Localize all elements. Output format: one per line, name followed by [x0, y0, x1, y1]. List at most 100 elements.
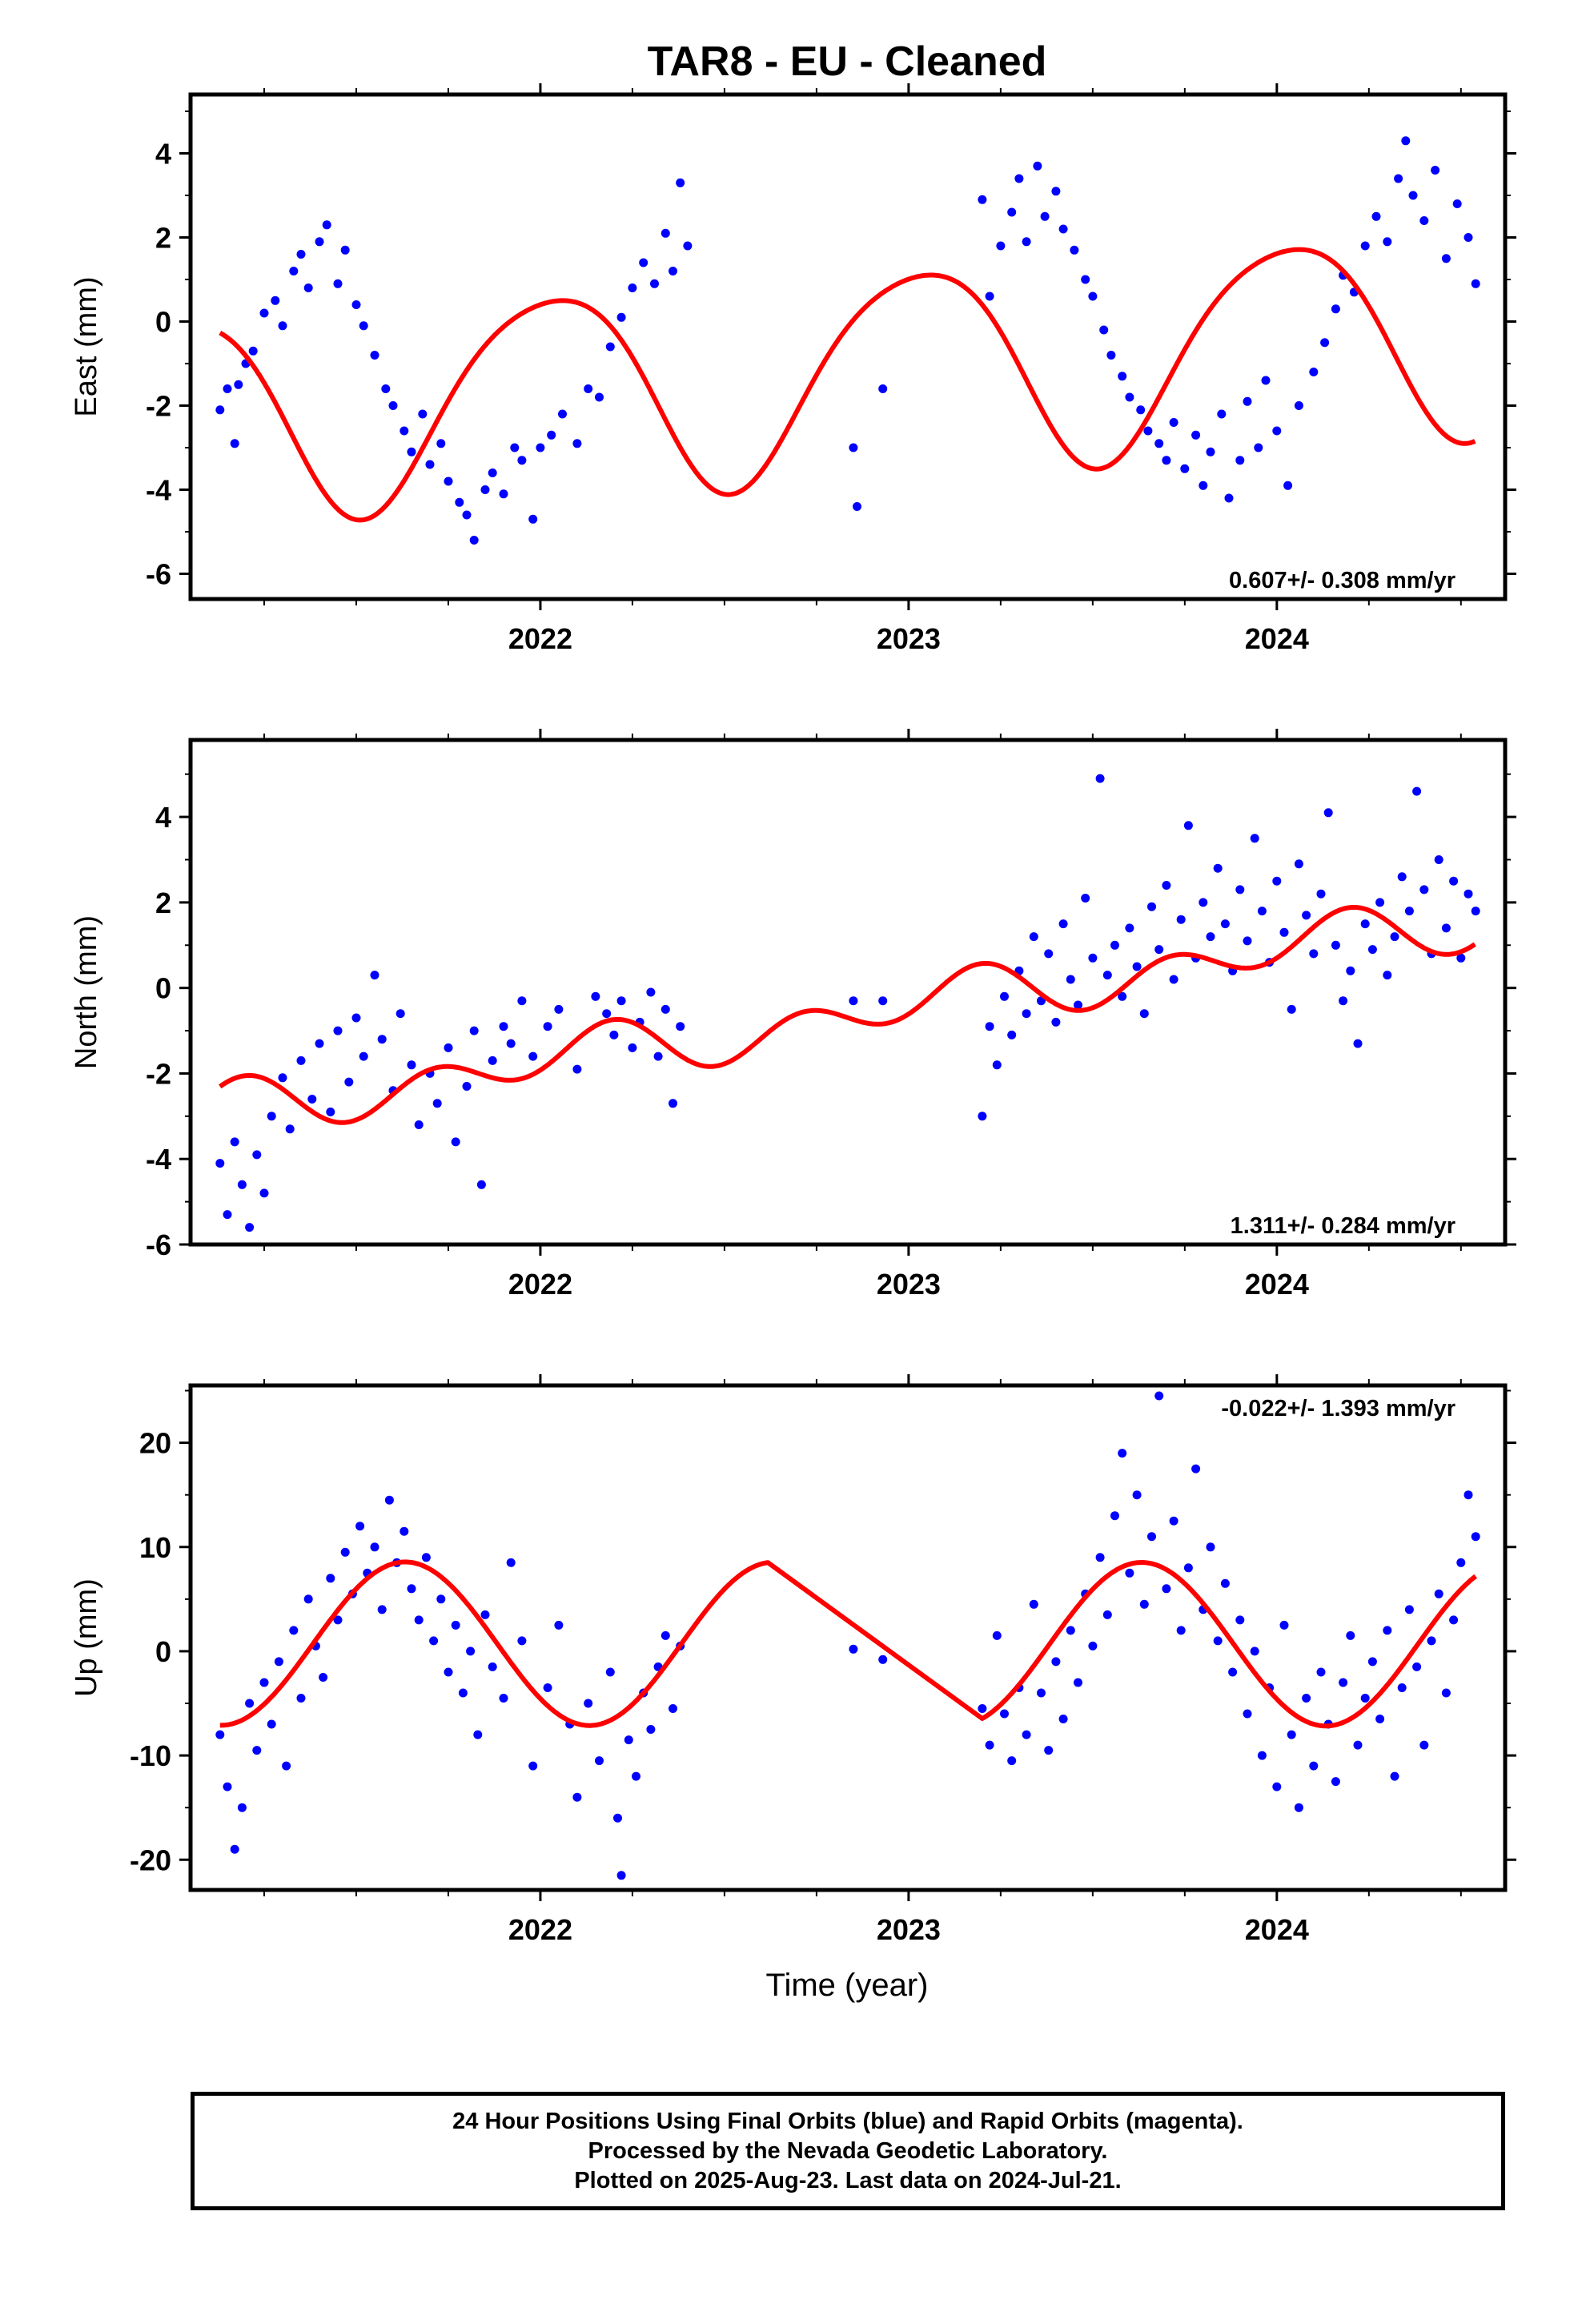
data-point: [1323, 808, 1333, 818]
data-point: [669, 1099, 677, 1108]
model-curve: [219, 905, 1476, 1125]
data-point: [595, 1756, 604, 1766]
data-point: [381, 384, 391, 393]
data-point: [1070, 245, 1079, 255]
data-point: [466, 1647, 476, 1656]
data-point: [278, 321, 287, 331]
data-point: [1029, 932, 1038, 942]
data-point: [1040, 211, 1050, 221]
data-point: [978, 1112, 987, 1121]
data-point: [1383, 971, 1392, 980]
data-point: [510, 443, 520, 452]
data-point: [1257, 907, 1267, 916]
y-tick-label: -4: [146, 1143, 171, 1176]
data-point: [558, 409, 567, 419]
data-point: [1294, 1803, 1303, 1812]
data-point: [432, 1099, 442, 1108]
data-point: [355, 1522, 365, 1531]
data-point: [661, 1004, 670, 1014]
data-point: [1464, 1490, 1473, 1500]
data-point: [1471, 907, 1480, 916]
data-point: [1007, 1030, 1017, 1039]
data-point: [1471, 1532, 1480, 1542]
data-point: [661, 1630, 670, 1640]
data-point: [1360, 241, 1370, 251]
data-point: [1162, 1584, 1171, 1594]
y-tick-label: -20: [130, 1844, 171, 1876]
data-point: [1088, 1641, 1098, 1651]
data-point: [278, 1073, 287, 1083]
data-point: [849, 1644, 858, 1654]
data-point: [650, 279, 659, 288]
data-point: [1279, 927, 1289, 937]
data-point: [639, 258, 648, 267]
data-point: [646, 987, 656, 997]
data-point: [1102, 971, 1112, 980]
data-point: [333, 1615, 343, 1625]
data-point: [1261, 376, 1271, 385]
data-point: [215, 1730, 225, 1739]
data-point: [1449, 1615, 1459, 1625]
footer-line-processed: Processed by the Nevada Geodetic Laborat…: [588, 2137, 1108, 2164]
data-point: [1360, 919, 1370, 929]
data-point: [1176, 915, 1186, 924]
data-point: [1154, 439, 1164, 448]
y-axis-label: Up (mm): [70, 1578, 103, 1697]
figure-title: TAR8 - EU - Cleaned: [648, 38, 1047, 85]
data-point: [388, 401, 398, 410]
y-tick-label: 2: [155, 887, 171, 919]
data-point: [1183, 1563, 1193, 1573]
y-tick-label: 10: [139, 1531, 171, 1564]
data-point: [853, 502, 861, 511]
data-point: [344, 1077, 354, 1087]
data-point: [1456, 1558, 1466, 1567]
data-point: [333, 279, 343, 288]
data-point: [444, 1043, 453, 1052]
data-point: [602, 1009, 612, 1019]
model-curve: [219, 247, 1476, 523]
data-point: [303, 1594, 313, 1604]
data-point: [1000, 1709, 1009, 1719]
data-point: [1058, 224, 1068, 234]
data-point: [1000, 991, 1009, 1001]
rate-annotation: -0.022+/- 1.393 mm/yr: [1221, 1396, 1456, 1421]
data-point: [1294, 401, 1303, 410]
data-point: [1397, 872, 1407, 882]
data-point: [1272, 426, 1282, 436]
data-point: [661, 228, 670, 238]
data-point: [1243, 936, 1252, 946]
data-point: [616, 996, 626, 1006]
data-point: [414, 1120, 424, 1129]
data-point: [1051, 187, 1061, 196]
data-point: [1283, 480, 1293, 490]
data-point: [985, 1022, 994, 1031]
data-point: [1346, 966, 1355, 975]
data-point: [1331, 1777, 1340, 1787]
data-point: [480, 485, 490, 494]
data-point: [1375, 1715, 1385, 1723]
data-point: [628, 283, 637, 292]
data-point: [1434, 855, 1443, 864]
data-point: [223, 384, 232, 393]
data-point: [237, 1180, 247, 1189]
data-point: [252, 1746, 262, 1755]
data-point: [259, 1188, 269, 1198]
data-point: [1136, 405, 1146, 415]
data-point: [878, 384, 888, 393]
data-point: [499, 1022, 508, 1031]
data-point: [528, 1761, 538, 1771]
footer-box: 24 Hour Positions Using Final Orbits (bl…: [191, 2092, 1505, 2210]
data-point: [282, 1761, 291, 1771]
data-point: [1412, 1662, 1422, 1671]
data-point: [1390, 932, 1399, 942]
data-point: [1302, 1694, 1311, 1703]
data-point: [303, 283, 313, 292]
data-point: [1074, 1000, 1082, 1010]
data-point: [1243, 396, 1252, 406]
data-point: [370, 971, 379, 980]
data-point: [1180, 464, 1190, 473]
data-point: [476, 1180, 486, 1189]
data-point: [1360, 1694, 1370, 1703]
data-point: [499, 489, 508, 499]
data-point: [554, 1004, 564, 1014]
